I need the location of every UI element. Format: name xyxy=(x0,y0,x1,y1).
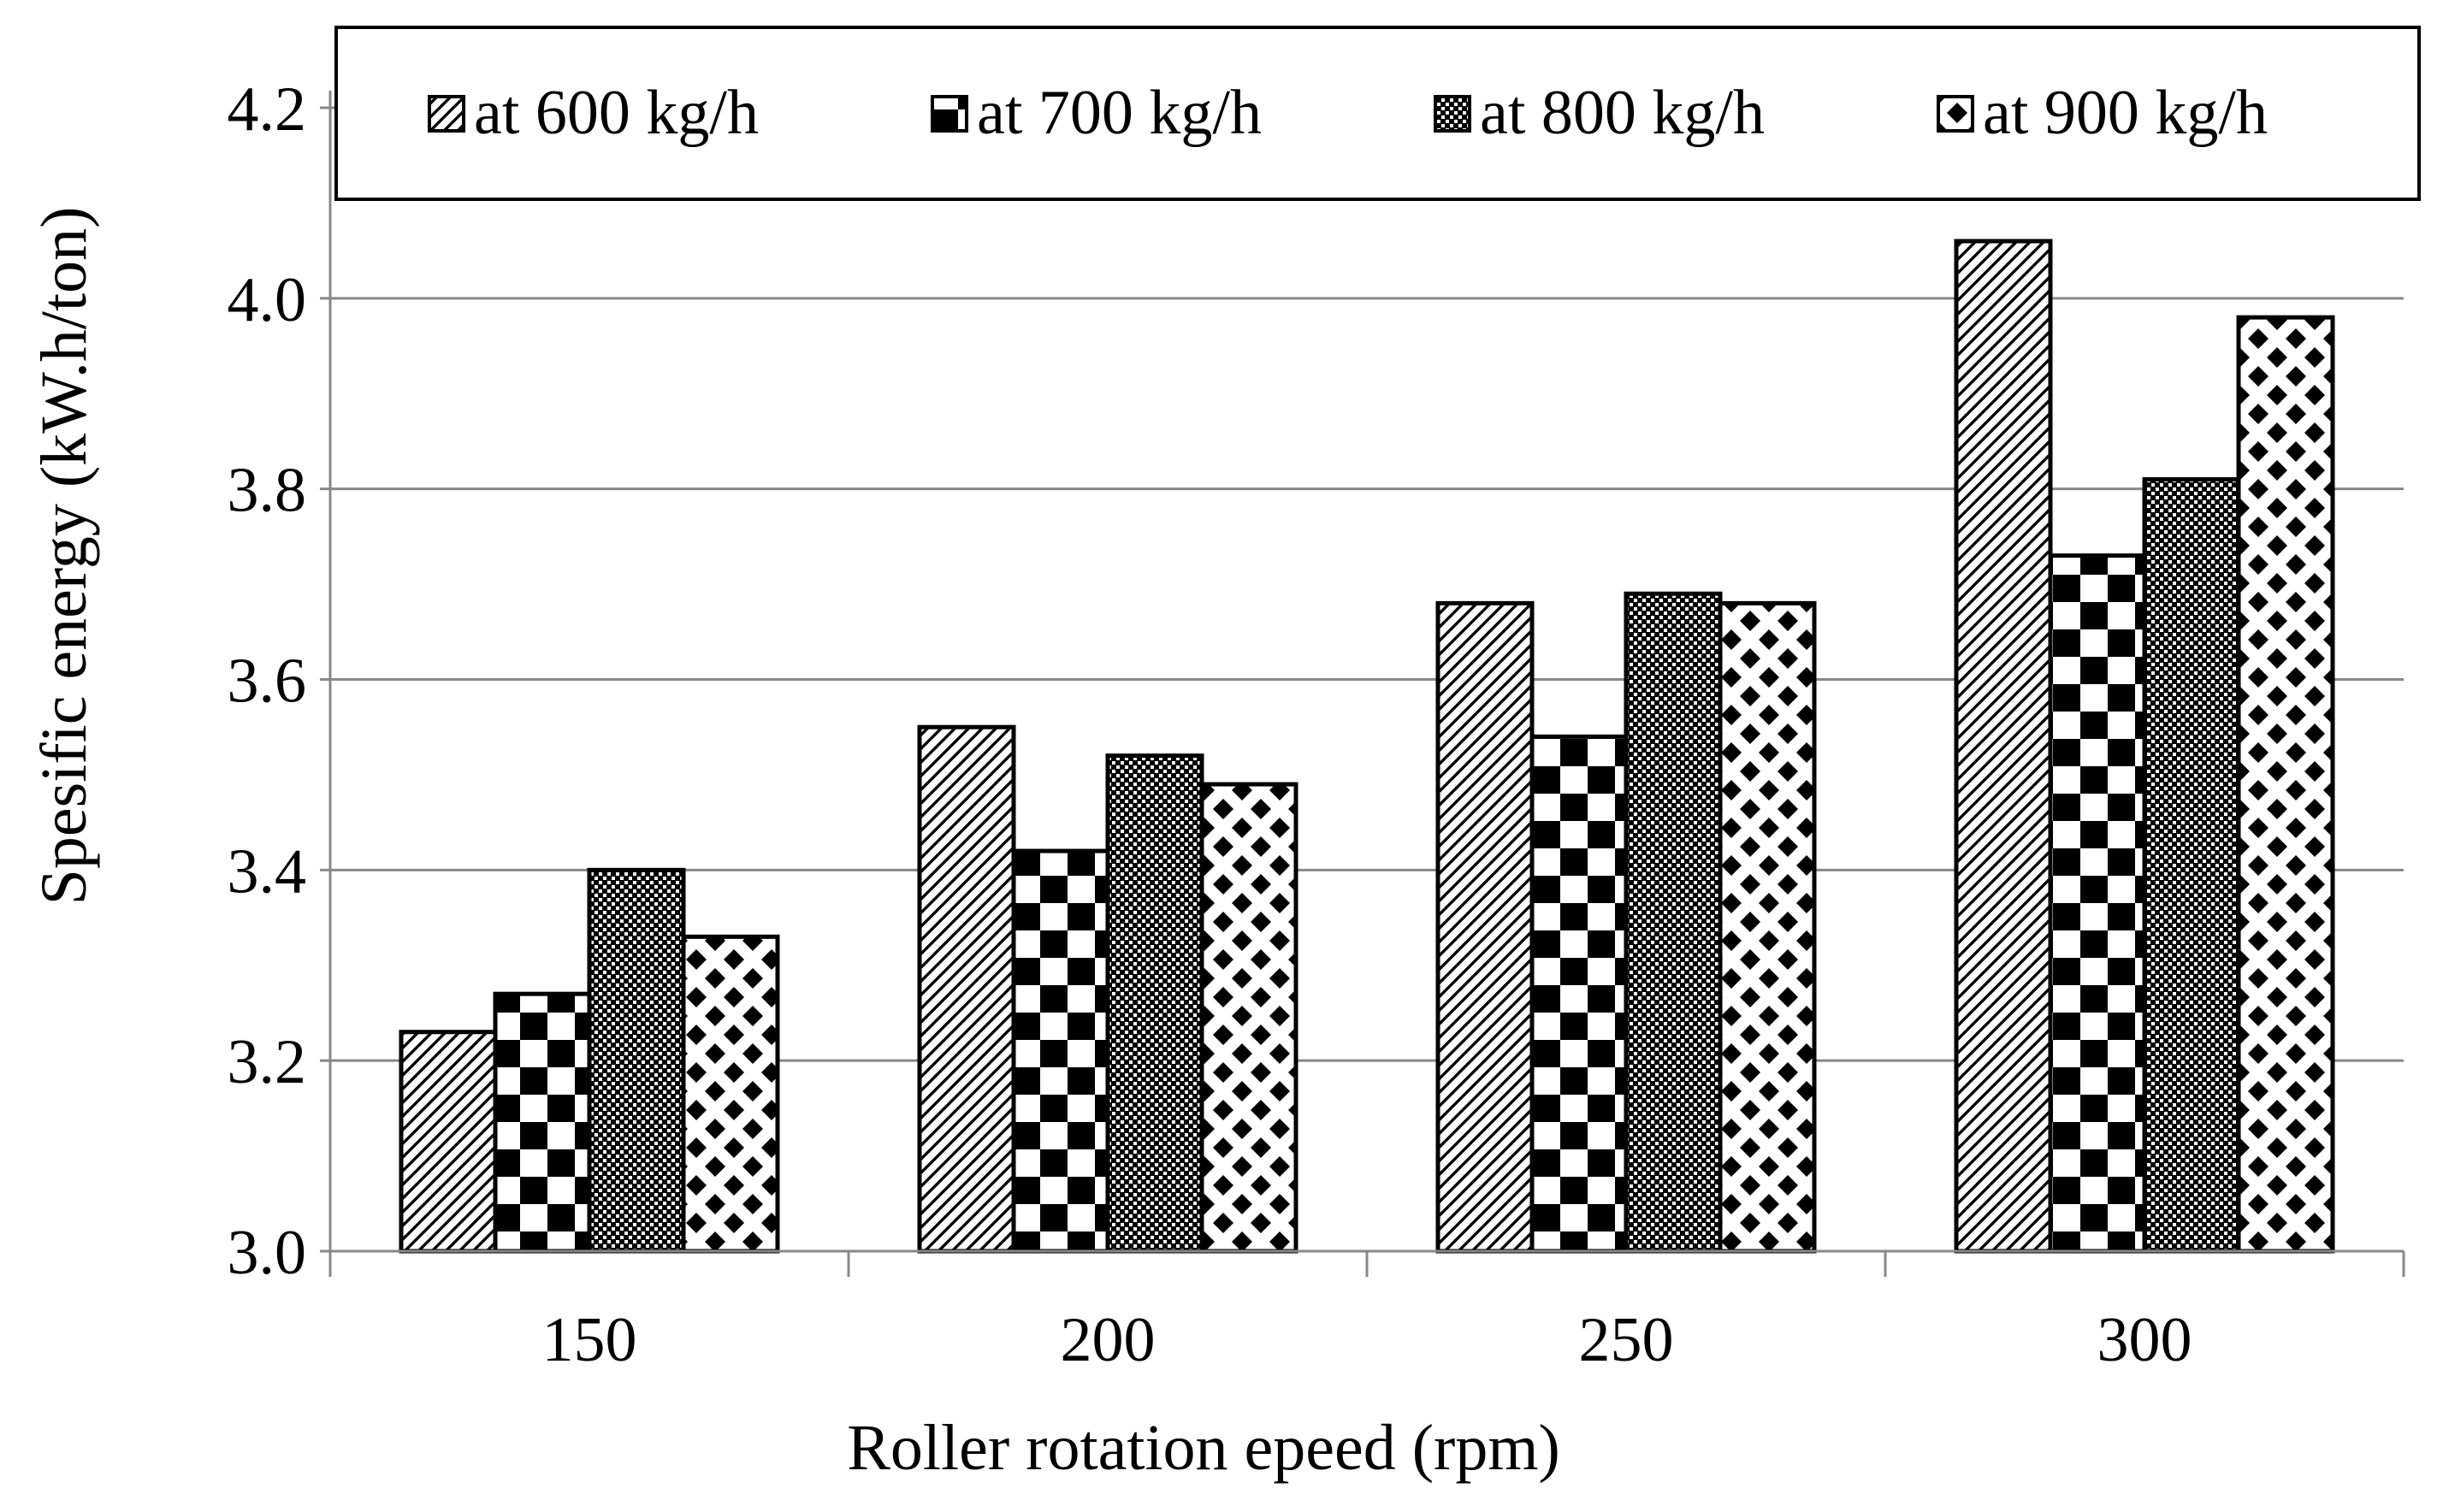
x-tick-label: 200 xyxy=(1061,1305,1156,1375)
y-tick-label: 4.0 xyxy=(228,265,307,335)
bar-at-800-kg-h-300 xyxy=(2142,477,2241,1254)
bar-at-900-kg-h-200 xyxy=(1199,782,1298,1254)
legend-label: at 700 kg/h xyxy=(977,78,1262,148)
bar-at-900-kg-h-250 xyxy=(1718,600,1817,1254)
legend-label: at 900 kg/h xyxy=(1983,78,2268,148)
y-tick-labels: 3.0 3.2 3.4 3.6 3.8 4.0 4.2 xyxy=(228,74,307,1288)
legend-swatch xyxy=(1434,95,1471,133)
bar-at-700-kg-h-200 xyxy=(1011,848,1110,1254)
bar-at-900-kg-h-150 xyxy=(681,934,780,1254)
legend-label: at 800 kg/h xyxy=(1480,78,1765,148)
y-tick-label: 3.0 xyxy=(228,1218,307,1288)
x-tick-labels: 150 200 250 300 xyxy=(542,1305,2192,1375)
bar-at-700-kg-h-300 xyxy=(2048,553,2147,1254)
bar-at-600-kg-h-250 xyxy=(1435,600,1535,1254)
legend-swatch xyxy=(931,95,968,133)
x-axis-label: Roller rotation epeed (rpm) xyxy=(847,1412,1560,1484)
y-tick-label: 4.2 xyxy=(228,74,307,145)
bar-at-600-kg-h-150 xyxy=(399,1030,498,1254)
bar-at-900-kg-h-300 xyxy=(2236,315,2335,1254)
x-tick-label: 150 xyxy=(542,1305,637,1375)
bars xyxy=(399,239,2335,1254)
x-tick-label: 250 xyxy=(1579,1305,1674,1375)
bar-at-600-kg-h-300 xyxy=(1954,239,2053,1254)
bar-at-600-kg-h-200 xyxy=(917,724,1016,1254)
legend: at 600 kg/h at 700 kg/h at 800 kg/h at 900 … xyxy=(334,26,2421,201)
bar-at-700-kg-h-250 xyxy=(1529,734,1629,1254)
legend-swatch xyxy=(1937,95,1974,133)
y-tick-label: 3.6 xyxy=(228,647,307,717)
y-tick-label: 3.2 xyxy=(228,1027,307,1097)
bar-at-800-kg-h-200 xyxy=(1105,753,1204,1254)
x-tick-label: 300 xyxy=(2097,1305,2192,1375)
bar-at-700-kg-h-150 xyxy=(493,991,592,1254)
legend-swatch xyxy=(428,95,465,133)
bar-at-800-kg-h-150 xyxy=(587,867,686,1254)
legend-label: at 600 kg/h xyxy=(474,78,759,148)
bar-at-800-kg-h-250 xyxy=(1624,591,1723,1254)
y-tick-label: 3.4 xyxy=(228,836,307,907)
y-tick-label: 3.8 xyxy=(228,456,307,526)
axes xyxy=(328,91,2405,1277)
y-axis-label: Spesific energy (kW.h/ton) xyxy=(28,207,100,906)
legend-box xyxy=(334,26,2421,201)
